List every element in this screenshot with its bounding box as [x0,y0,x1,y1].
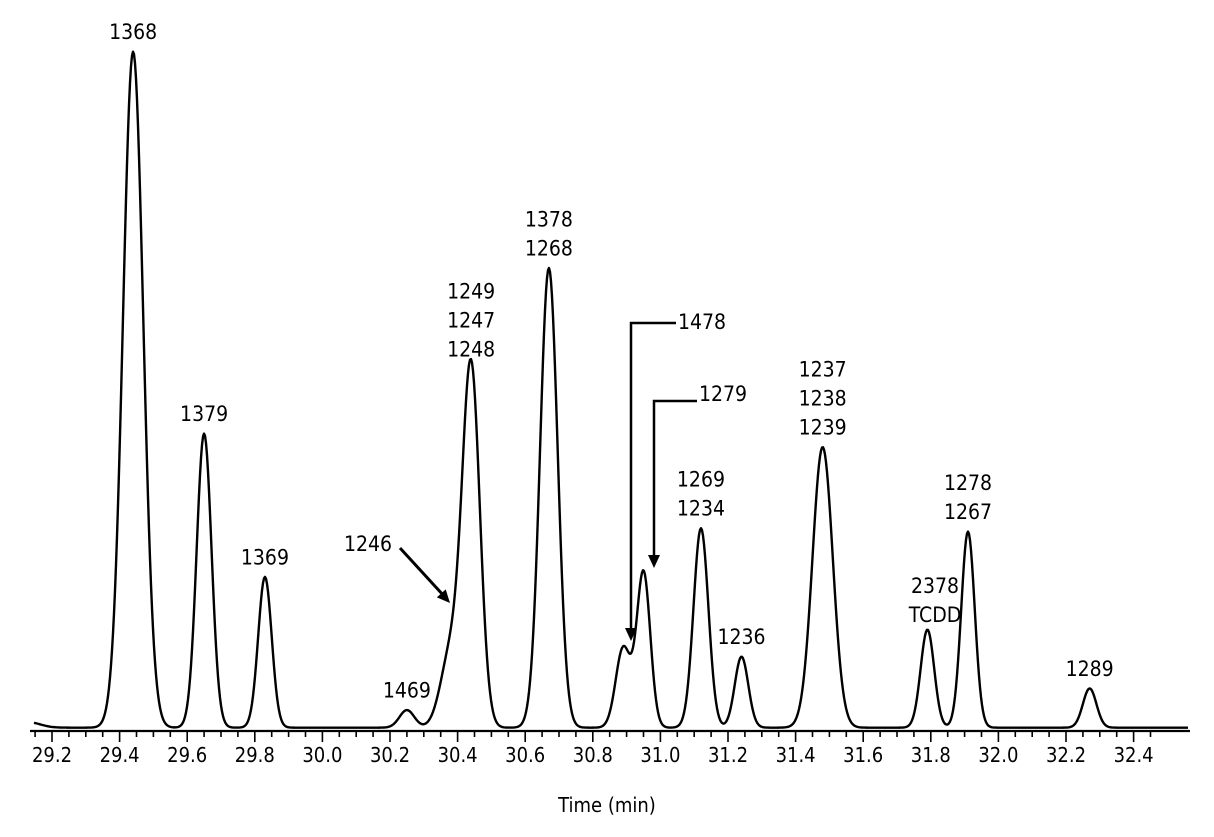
x-axis-title: Time (min) [557,793,656,817]
peak-label: 1469 [383,678,431,702]
peak-label-highlight: TCDD [908,603,962,627]
x-tick-label: 29.8 [235,743,275,767]
peak-label: 1234 [677,497,725,521]
peak-label: 1249 [447,280,495,304]
arrow-1478 [629,321,676,630]
peak-label: 1267 [944,500,992,524]
x-tick-label: 31.6 [843,743,883,767]
chromatogram-trace [33,50,1189,729]
arrow-1279 [652,399,697,558]
peak-labels: 1368 1379 1369 1469 1246 1249 1247 1248 1378 1268… [109,20,1114,702]
arrow-head [625,628,637,641]
x-tick-label: 30.8 [573,743,613,767]
arrow-head [436,589,450,603]
peak-label: 1248 [447,338,495,362]
x-tick-label: 30.4 [438,743,478,767]
peak-label: 1247 [447,309,495,333]
peak-label: 1268 [525,236,573,260]
x-tick-label: 32.2 [1046,743,1086,767]
x-tick-label: 32.0 [978,743,1018,767]
x-tick-label: 30.0 [302,743,342,767]
peak-label: 1278 [944,471,992,495]
x-tick-label: 31.2 [708,743,748,767]
x-tick-label: 29.2 [32,743,72,767]
x-tick-label: 31.4 [776,743,816,767]
peak-label: 1368 [109,20,157,44]
x-tick-label: 30.6 [505,743,545,767]
x-tick-label: 32.4 [1114,743,1154,767]
peak-label: 1269 [677,468,725,492]
x-axis-tick-labels: 29.2 29.4 29.6 29.8 30.0 30.2 30.4 30.6 30.8 31.0… [32,743,1154,767]
x-axis-ticks [34,731,1152,742]
peak-label: 1378 [525,207,573,231]
annotation-arrows [398,321,697,641]
peak-label: 1289 [1066,657,1114,681]
peak-label: 1238 [799,386,847,410]
x-tick-label: 29.4 [100,743,140,767]
peak-label: 1239 [799,415,847,439]
peak-label: 1236 [717,625,765,649]
peak-label: 1478 [678,310,726,334]
peak-label: 1279 [699,382,747,406]
peak-label: 1246 [344,532,392,556]
arrow-1246 [398,546,446,598]
peak-label: 1379 [180,402,228,426]
x-tick-label: 31.0 [640,743,680,767]
arrow-head [648,555,660,568]
peak-label: 1369 [241,545,289,569]
peak-label-highlight: 2378 [911,574,959,598]
peak-label: 1237 [799,357,847,381]
x-tick-label: 29.6 [167,743,207,767]
x-tick-label: 30.2 [370,743,410,767]
x-tick-label: 31.8 [911,743,951,767]
